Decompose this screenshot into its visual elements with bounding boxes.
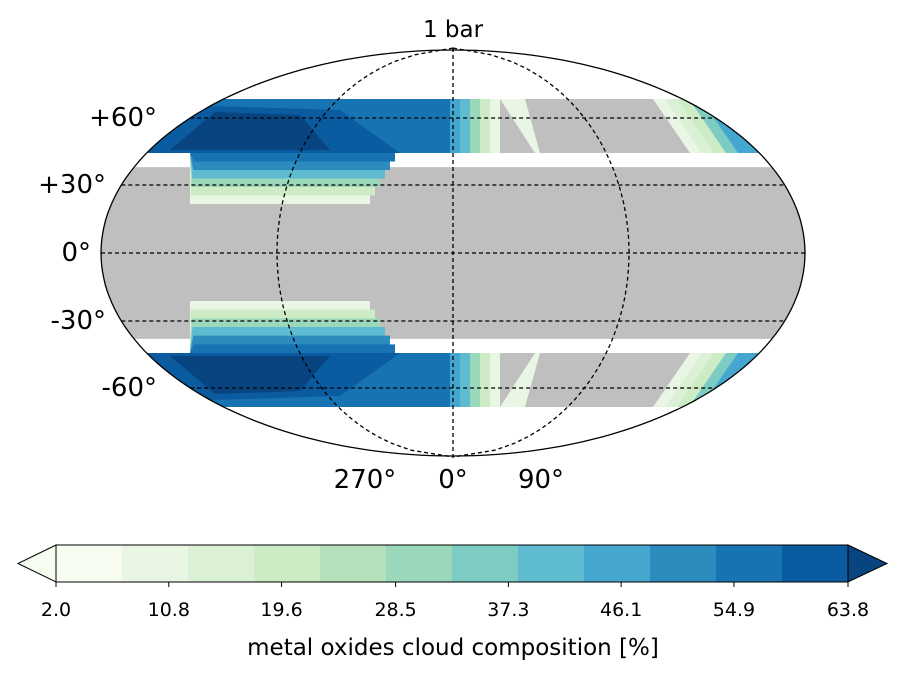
colorbar-extend-high: [847, 544, 889, 583]
colorbar-extend-low: [16, 544, 57, 583]
longitude-tick-labels: 270° 0° 90°: [334, 465, 564, 495]
colorbar-tick-label: 10.8: [148, 599, 190, 621]
longitude-gridline: [276, 47, 454, 458]
cloud-tongue: [190, 153, 395, 204]
latitude-tick-label: +60°: [89, 103, 157, 133]
colorbar-tick-label: 63.8: [827, 599, 869, 621]
colorbar-bin: [188, 545, 255, 582]
latitude-tick-labels: +60° +30° 0° -30° -60°: [38, 103, 157, 403]
colorbar-bin: [320, 545, 387, 582]
latitude-tick-label: -60°: [102, 373, 157, 403]
longitude-tick-label: 90°: [518, 465, 564, 495]
colorbar-tick-label: 37.3: [487, 599, 529, 621]
colorbar-bin: [518, 545, 585, 582]
longitude-tick-label: 0°: [438, 465, 468, 495]
latitude-tick-label: 0°: [61, 238, 91, 268]
colorbar-tick-label: 28.5: [374, 599, 416, 621]
cloud-tongue: [190, 301, 395, 353]
colorbar-label: metal oxides cloud composition [%]: [247, 635, 659, 661]
map-area: [100, 47, 806, 458]
colorbar-tick-label: 19.6: [260, 599, 302, 621]
colorbar-bin: [584, 545, 651, 582]
chart-title: 1 bar: [423, 17, 484, 43]
longitude-gridline: [452, 47, 630, 458]
colorbar-bin: [716, 545, 783, 582]
longitude-tick-label: 270°: [334, 465, 397, 495]
colorbar-bin: [122, 545, 189, 582]
colorbar: 2.0 10.8 19.6 28.5 37.3 46.1 54.9 63.8: [16, 544, 889, 621]
colorbar-bin: [254, 545, 321, 582]
colorbar-tick-label: 46.1: [600, 599, 642, 621]
colorbar-bin: [650, 545, 717, 582]
colorbar-bin: [56, 545, 123, 582]
colorbar-bin: [386, 545, 453, 582]
latitude-tick-label: +30°: [38, 170, 106, 200]
colorbar-bin: [782, 545, 849, 582]
colorbar-bin: [452, 545, 519, 582]
colorbar-frame: [55, 544, 849, 583]
latitude-tick-label: -30°: [51, 306, 106, 336]
colorbar-tick-label: 54.9: [713, 599, 755, 621]
colorbar-tick-label: 2.0: [41, 599, 71, 621]
